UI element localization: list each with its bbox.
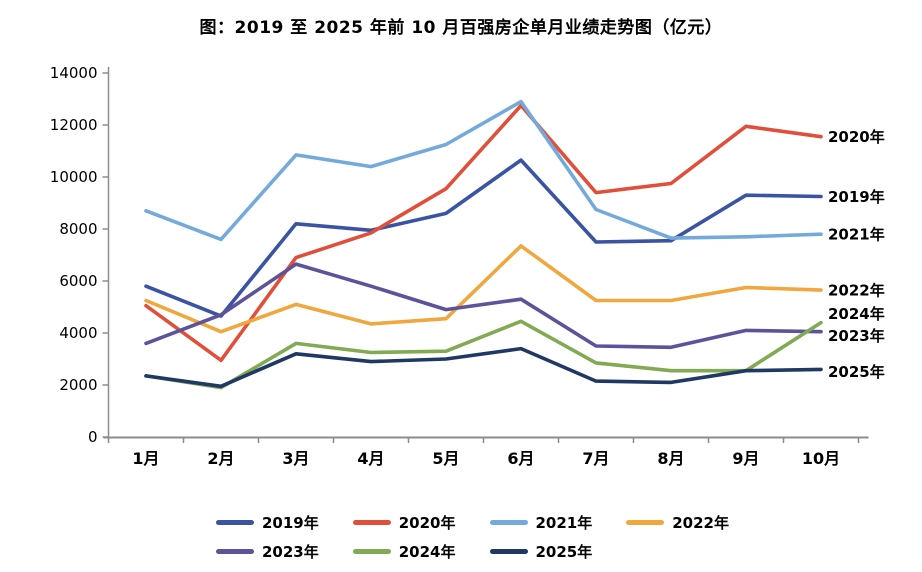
x-axis-label: 7月 (582, 449, 609, 468)
series-end-label-2024年: 2024年 (828, 305, 885, 323)
x-axis-label: 2月 (207, 449, 234, 468)
legend-swatch-2021年 (489, 520, 528, 525)
y-axis-label: 14000 (50, 64, 98, 82)
legend-swatch-2023年 (216, 549, 254, 554)
legend-label: 2024年 (398, 543, 456, 561)
legend-label: 2025年 (535, 543, 593, 561)
series-end-label-2022年: 2022年 (828, 282, 885, 300)
legend-label: 2023年 (262, 543, 319, 561)
series-end-label-2019年: 2019年 (828, 188, 885, 206)
x-axis-label: 4月 (357, 449, 384, 468)
legend-label: 2019年 (262, 514, 319, 532)
y-axis-label: 4000 (59, 324, 97, 342)
x-axis-label: 3月 (282, 449, 309, 468)
legend-item-2025年: 2025年 (489, 541, 593, 562)
legend-label: 2022年 (672, 514, 729, 532)
legend-swatch-2022年 (626, 520, 665, 525)
series-line-2022年 (144, 244, 823, 334)
x-axis-label: 1月 (132, 449, 159, 468)
series-line-2025年 (144, 346, 823, 389)
y-axis-label: 2000 (59, 376, 97, 394)
chart-title: 图：2019 至 2025 年前 10 月百强房企单月业绩走势图（亿元） (199, 18, 723, 38)
y-axis-label: 12000 (50, 116, 98, 134)
legend-swatch-2020年 (352, 520, 391, 525)
legend-row: 2023年 2024年 2025年 (216, 537, 922, 566)
series-line-2020年 (144, 103, 823, 363)
x-axis-label: 8月 (657, 449, 684, 468)
legend-item-2022年: 2022年 (626, 512, 729, 533)
y-axis-label: 10000 (50, 168, 98, 186)
legend-item-2023年: 2023年 (216, 541, 319, 562)
y-axis-label: 0 (88, 428, 98, 446)
legend-item-2020年: 2020年 (352, 512, 456, 533)
series-end-label-2020年: 2020年 (828, 128, 885, 146)
chart-legend: 2019年 2020年 2021年 2022年 2023年 2024年 2025年 (216, 508, 922, 566)
y-axis-label: 8000 (59, 220, 97, 238)
legend-row: 2019年 2020年 2021年 2022年 (216, 508, 922, 537)
series-line-2023年 (144, 262, 823, 350)
legend-swatch-2019年 (216, 520, 254, 525)
series-line-2021年 (144, 99, 823, 242)
legend-swatch-2025年 (489, 549, 528, 554)
series-line-2024年 (144, 319, 823, 390)
line-chart: 0 2000 4000 6000 8000 10000 12000 14000 1月 2月 3月 4月… (50, 64, 885, 468)
series-end-label-2023年: 2023年 (828, 327, 885, 345)
legend-label: 2021年 (535, 514, 593, 532)
series-line-2019年 (144, 158, 823, 318)
legend-label: 2020年 (398, 514, 456, 532)
legend-swatch-2024年 (352, 549, 391, 554)
x-axis-label: 5月 (432, 449, 459, 468)
legend-item-2024年: 2024年 (352, 541, 456, 562)
x-axis-label: 9月 (732, 449, 759, 468)
legend-item-2021年: 2021年 (489, 512, 593, 533)
x-axis-label: 10月 (802, 449, 840, 468)
y-axis-label: 6000 (59, 272, 97, 290)
series-end-label-2021年: 2021年 (828, 226, 885, 244)
legend-item-2019年: 2019年 (216, 512, 319, 533)
x-axis-label: 6月 (507, 449, 534, 468)
series-end-label-2025年: 2025年 (828, 363, 885, 381)
